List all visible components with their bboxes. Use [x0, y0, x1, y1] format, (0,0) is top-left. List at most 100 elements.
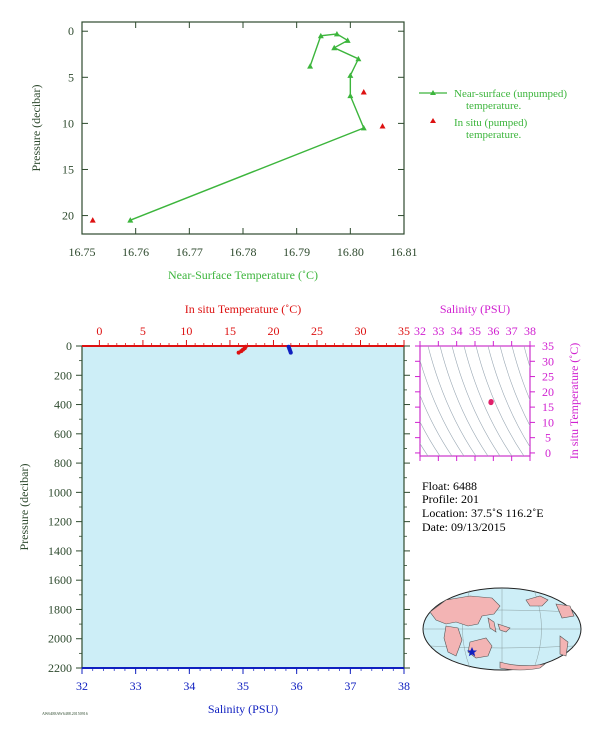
ts-x-tick-label: 34 [451, 324, 463, 338]
unpumped-temperature-line [130, 33, 365, 221]
pressure-tick-label: 200 [54, 368, 72, 382]
unpumped-temperature-point [360, 125, 367, 131]
density-contour [511, 346, 530, 401]
insitu-temperature-point [379, 123, 386, 129]
profile-y-axis-label: Pressure (decibar) [17, 464, 31, 551]
legend-insitu-line2: temperature. [466, 129, 522, 141]
ts-density-contours [420, 346, 530, 456]
top-x-tick-label: 16.78 [230, 245, 257, 259]
ts-plot-area [419, 345, 531, 457]
unpumped-temperature-point [355, 55, 362, 62]
pressure-axis-ticks: 0 200 400 600 800 1000 1200 1400 1600 1800 2000 220… [48, 339, 410, 675]
salinity-tick-label: 32 [76, 679, 88, 693]
pressure-tick-label: 0 [66, 339, 72, 353]
float-position-marker [467, 647, 477, 657]
ts-x-tick-label: 33 [432, 324, 444, 338]
top-x-tick-label: 16.81 [391, 245, 418, 259]
float-info: Float: 6488 Profile: 201 Location: 37.5˚… [422, 479, 544, 534]
legend-unpumped-line2: temperature. [466, 100, 522, 112]
temp-tick-label: 30 [354, 324, 366, 338]
pressure-tick-label: 800 [54, 456, 72, 470]
ts-y-tick-label: 30 [542, 354, 554, 368]
top-plot-area [81, 21, 405, 235]
top-x-tick-label: 16.77 [176, 245, 203, 259]
pressure-tick-label: 1200 [48, 515, 72, 529]
unpumped-temperature-point [127, 217, 134, 223]
density-contour [427, 346, 477, 456]
ts-y-tick-label: 15 [542, 400, 554, 414]
insitu-temperature-point [89, 217, 96, 223]
top-x-tick-label: 16.76 [122, 245, 149, 259]
top-y-tick-label: 0 [68, 24, 74, 38]
legend-unpumped-line1: Near-surface (unpumped) [454, 88, 567, 100]
unpumped-temperature-point [333, 30, 340, 37]
ts-x-axis-title: Salinity (PSU) [440, 302, 510, 316]
density-contour [487, 346, 530, 448]
salinity-axis-ticks: 32 33 34 35 36 37 38 [76, 668, 410, 693]
salinity-tick-label: 34 [183, 679, 195, 693]
unpumped-temperature-point [347, 92, 354, 99]
ts-y-axis-title: In situ Temperature (˚C) [567, 343, 581, 460]
ts-y-tick-label: 20 [542, 385, 554, 399]
salinity-tick-label: 38 [398, 679, 410, 693]
top-x-ticks: 16.75 16.76 16.77 16.78 16.79 16.80 16.81 [69, 22, 418, 259]
top-x-axis-label: Near-Surface Temperature (˚C) [168, 268, 318, 282]
temp-tick-label: 10 [180, 324, 192, 338]
ts-y-tick-label: 35 [542, 339, 554, 353]
pressure-tick-label: 1400 [48, 544, 72, 558]
temp-axis-title: In situ Temperature (˚C) [185, 302, 302, 316]
top-legend: Near-surface (unpumped) temperature. In s… [419, 88, 567, 141]
legend-triangle-insitu [430, 118, 436, 123]
footer-code: AW6488AW6488.20150916 [42, 711, 88, 716]
density-contour [523, 346, 530, 369]
world-map [422, 587, 582, 671]
top-y-tick-label: 5 [68, 70, 74, 84]
temp-tick-label: 0 [96, 324, 102, 338]
density-contour [499, 346, 530, 427]
insitu-temperature-point [360, 89, 367, 95]
pressure-tick-label: 1000 [48, 485, 72, 499]
profile-number: Profile: 201 [422, 492, 479, 506]
legend-triangle-unpumped [430, 90, 436, 95]
temp-tick-label: 35 [398, 324, 410, 338]
unpumped-temperature-point [331, 44, 338, 51]
pressure-tick-label: 600 [54, 427, 72, 441]
unpumped-temperature-point [317, 32, 324, 39]
temp-tick-label: 5 [140, 324, 146, 338]
profile-plot-area [81, 345, 405, 669]
pressure-tick-label: 2000 [48, 632, 72, 646]
ts-x-tick-label: 38 [524, 324, 536, 338]
density-contour [463, 346, 513, 456]
temp-tick-label: 25 [311, 324, 323, 338]
salinity-axis-title: Salinity (PSU) [208, 702, 278, 716]
legend-insitu-line1: In situ (pumped) [454, 117, 528, 129]
unpumped-temperature-point [344, 37, 351, 43]
pressure-tick-label: 1600 [48, 573, 72, 587]
ts-x-tick-label: 36 [487, 324, 499, 338]
ts-y-tick-label: 0 [545, 446, 551, 460]
unpumped-temperature-point [347, 72, 354, 78]
density-contour [420, 442, 429, 456]
density-contour [475, 346, 525, 456]
ts-x-ticks: 32 33 34 35 36 37 38 [414, 324, 536, 461]
top-y-axis-label: Pressure (decibar) [29, 85, 43, 172]
top-x-tick-label: 16.79 [283, 245, 310, 259]
ts-x-tick-label: 35 [469, 324, 481, 338]
legend-label-unpumped: Near-surface (unpumped) temperature. [454, 88, 567, 112]
temp-axis-ticks: 0 5 10 15 20 25 30 35 [96, 324, 410, 346]
pressure-tick-label: 400 [54, 398, 72, 412]
top-y-tick-label: 10 [62, 116, 74, 130]
salinity-profile-point [288, 350, 293, 355]
ts-y-tick-label: 25 [542, 370, 554, 384]
top-chart-marks [89, 30, 386, 223]
near-surface-chart: 16.75 16.76 16.77 16.78 16.79 16.80 16.81 0 5 10… [29, 21, 567, 282]
density-contour [420, 359, 465, 456]
top-y-tick-label: 15 [62, 162, 74, 176]
location: Location: 37.5˚S 116.2˚E [422, 506, 544, 520]
density-contour [439, 346, 489, 456]
ts-y-tick-label: 10 [542, 415, 554, 429]
profile-marks [236, 344, 293, 355]
map-land [429, 595, 575, 671]
